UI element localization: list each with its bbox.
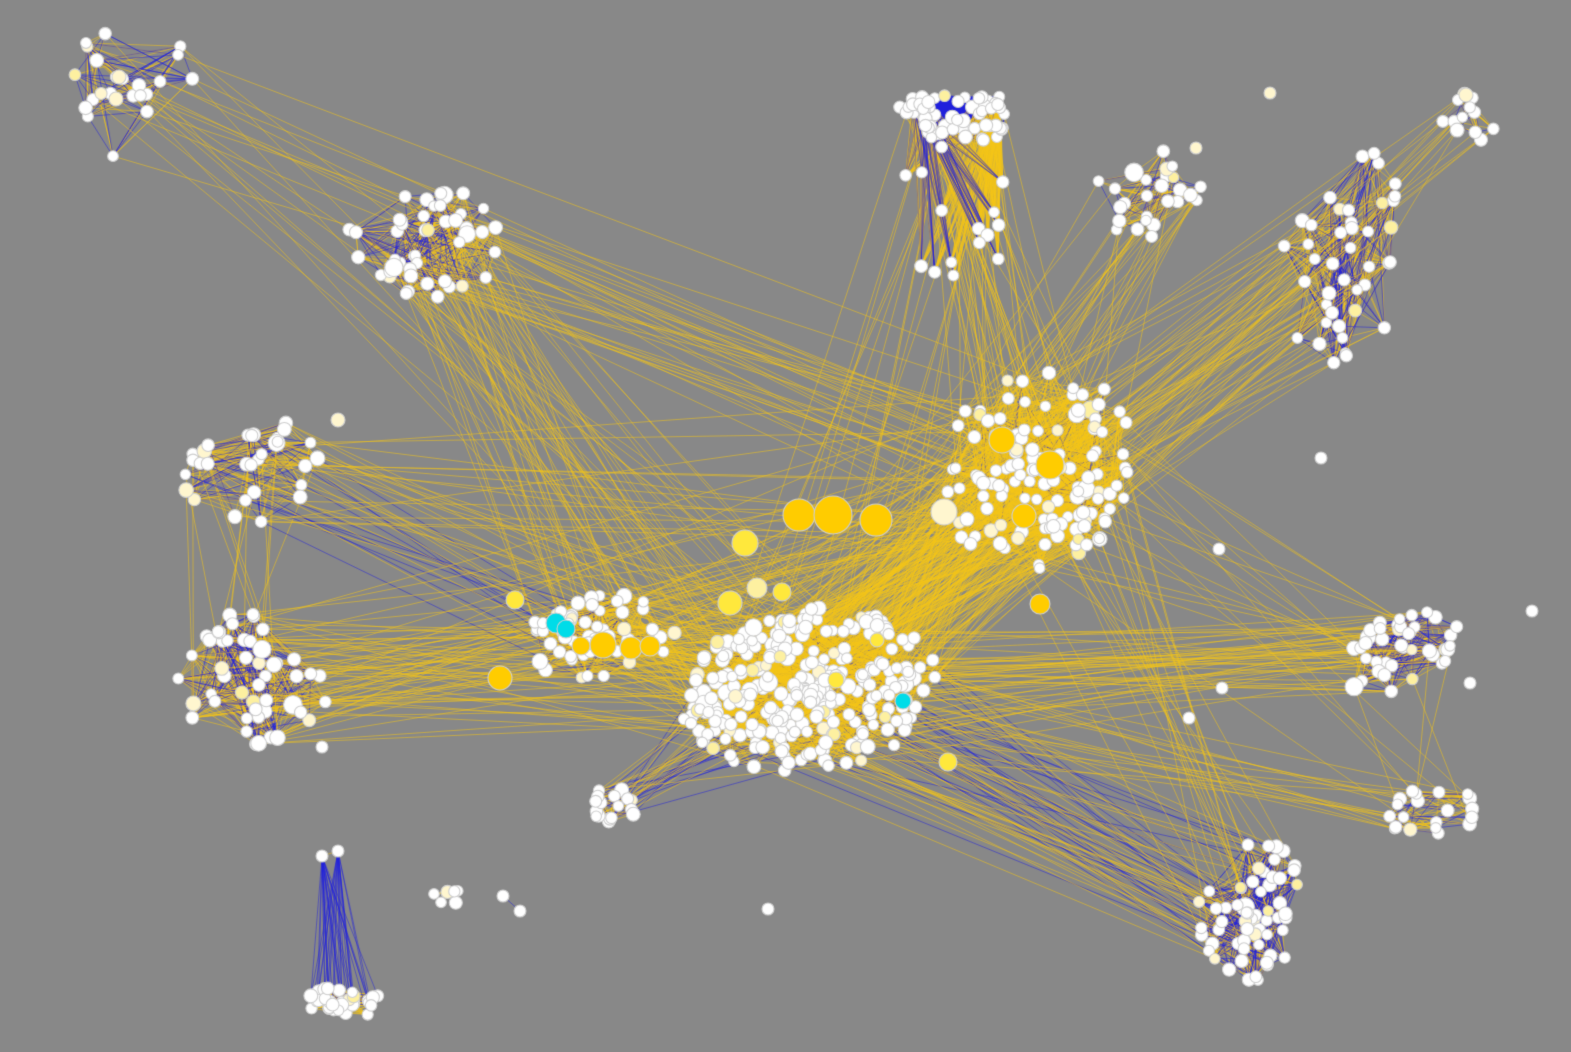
graph-canvas-container (0, 0, 1571, 1052)
network-graph-canvas[interactable] (0, 0, 1571, 1052)
